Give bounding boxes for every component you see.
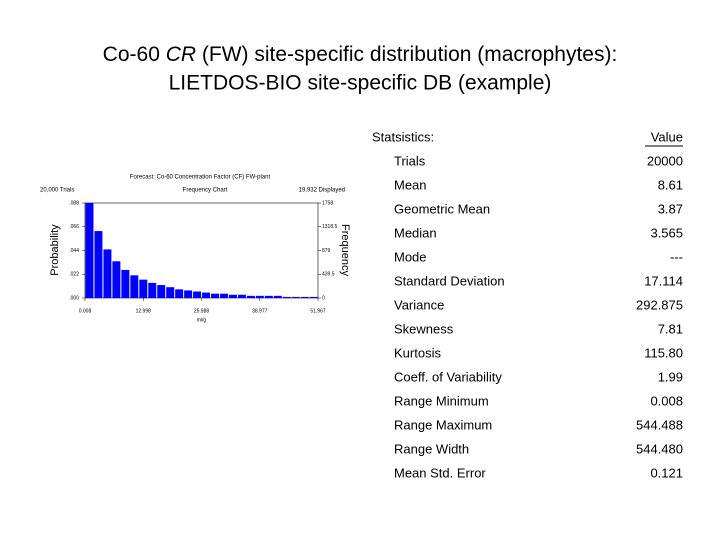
chart-title: Forecast: Co-60 Concentration Factor (CF… (130, 175, 271, 181)
y2-tick-label: 1758 (322, 200, 333, 206)
histogram-bar (112, 261, 121, 298)
stat-label: Mean (394, 177, 427, 192)
stat-label: Variance (394, 297, 444, 312)
histogram-bar (237, 294, 246, 298)
x-tick-label: 38.977 (252, 308, 268, 314)
histogram-bar (291, 296, 300, 298)
y-tick-label: .022 (69, 272, 79, 278)
histogram-bar (246, 295, 255, 298)
x-tick-label: 25.988 (194, 308, 210, 314)
stat-label: Skewness (394, 321, 454, 336)
stat-value: --- (670, 249, 683, 264)
stat-value: 1.99 (658, 369, 683, 384)
histogram-bar (184, 290, 193, 298)
stat-value: 544.480 (636, 441, 683, 456)
stat-label: Kurtosis (394, 345, 441, 360)
x-tick-label: 51.967 (310, 308, 326, 314)
stat-label: Coeff. of Variability (394, 369, 502, 384)
y-tick-label: .044 (69, 248, 79, 254)
histogram-bar (139, 279, 148, 298)
chart: Forecast: Co-60 Concentration Factor (CF… (40, 175, 351, 324)
stat-value: 7.81 (658, 321, 683, 336)
histogram-bar (193, 291, 202, 298)
y-tick-label: .066 (69, 224, 79, 230)
y2-tick-label: 879 (322, 248, 331, 254)
histogram-bar (166, 287, 175, 298)
histogram-bar (220, 293, 228, 298)
stat-label: Mode (394, 249, 427, 264)
stat-value: 0.121 (650, 465, 683, 480)
histogram-bar (300, 296, 309, 298)
y-axis-label: Probability (49, 224, 61, 276)
stat-label: Range Minimum (394, 393, 489, 408)
stat-value: 17.114 (644, 273, 683, 288)
plot-frame (84, 202, 319, 299)
stat-value: 0.008 (650, 393, 683, 408)
histogram-bar (94, 231, 103, 298)
histogram-bar (103, 249, 112, 298)
histogram-bar (255, 295, 264, 298)
x-tick-label: 0.008 (79, 308, 92, 314)
histogram-bar (211, 293, 220, 298)
y2-tick-label: 439.5 (322, 272, 335, 278)
stat-label: Trials (394, 153, 426, 168)
title-line1: Co-60 CR (FW) site-specific distribution… (103, 43, 618, 66)
stat-value: 115.80 (644, 345, 683, 360)
x-axis-label: ml/g (197, 317, 207, 323)
displayed-label: 19,932 Displayed (299, 188, 345, 194)
histogram-bar (175, 289, 184, 298)
stat-value: 8.61 (658, 177, 683, 192)
y-tick-label: .000 (69, 295, 79, 301)
y-tick-label: .088 (69, 200, 79, 206)
histogram-bar (282, 296, 291, 298)
histogram-bar (148, 282, 157, 298)
header-value: Value (651, 129, 683, 144)
title-italic: CR (166, 43, 196, 66)
stat-label: Geometric Mean (394, 201, 490, 216)
histogram-bar (228, 294, 237, 298)
y2-tick-label: 1318.5 (322, 224, 338, 230)
stat-value: 3.565 (650, 225, 683, 240)
trials-label: 20,000 Trials (40, 188, 74, 194)
histogram-bar (157, 285, 166, 298)
stat-value: 20000 (647, 153, 683, 168)
stat-value: 544.488 (636, 417, 683, 432)
histogram-bar (273, 295, 282, 298)
stat-label: Standard Deviation (394, 273, 505, 288)
title-line2: LIETDOS-BIO site-specific DB (example) (169, 72, 552, 95)
histogram-bar (264, 295, 273, 298)
stat-value: 3.87 (658, 201, 683, 216)
y2-tick-label: 0 (322, 295, 325, 301)
stat-label: Median (394, 225, 437, 240)
chart-subtitle: Frequency Chart (183, 188, 228, 194)
header-statistics: Statsistics: (372, 129, 434, 144)
title-pre: Co-60 (103, 43, 166, 66)
histogram-bar (121, 269, 130, 298)
x-tick-label: 12.998 (136, 308, 152, 314)
title-post: (FW) site-specific distribution (macroph… (196, 43, 617, 66)
stat-value: 292.875 (636, 297, 683, 312)
stats-table: Statsistics: Value Trials 20000 Mean 8.61 Geom… (372, 129, 683, 480)
histogram-bar (130, 275, 139, 298)
histogram-bar (202, 292, 211, 298)
histogram-bar (85, 203, 94, 298)
stat-label: Range Width (394, 441, 469, 456)
y2-axis-label: Frequency (339, 224, 351, 276)
stat-label: Range Maximum (394, 417, 492, 432)
stat-label: Mean Std. Error (394, 465, 486, 480)
histogram-bar (309, 296, 318, 298)
